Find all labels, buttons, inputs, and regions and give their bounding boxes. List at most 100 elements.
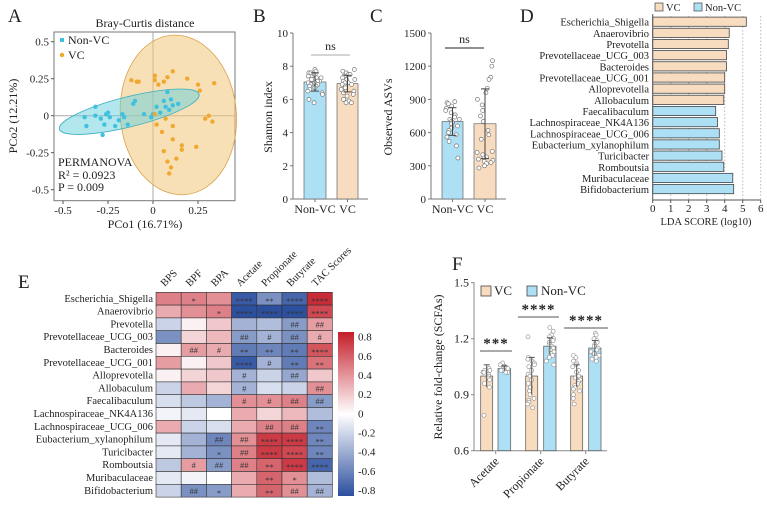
significance-mark: * xyxy=(217,488,221,498)
data-point xyxy=(347,72,353,77)
x-tick-label: 6 xyxy=(758,203,764,215)
panel-label-b: B xyxy=(253,6,266,27)
vc-point xyxy=(161,79,166,84)
permanova-r2: R² = 0.0923 xyxy=(58,168,115,182)
row-label: Bacteroides xyxy=(103,345,153,356)
significance-mark: ## xyxy=(290,486,299,496)
data-point xyxy=(483,90,489,96)
significance-mark: ## xyxy=(265,422,274,432)
y-tick-label: 10 xyxy=(277,28,289,40)
significance-mark: # xyxy=(267,332,272,342)
non-vc-point xyxy=(82,114,87,120)
significance-mark: ## xyxy=(290,332,299,342)
x-tick-label: VC xyxy=(339,202,356,216)
lda-bar xyxy=(652,139,720,150)
data-point xyxy=(478,136,484,142)
significance-mark: ** xyxy=(265,488,274,498)
row-label: Muribaculaceae xyxy=(86,473,153,484)
colorbar-tick-label: -0.4 xyxy=(358,447,376,459)
data-point xyxy=(350,92,356,97)
colorbar xyxy=(338,332,354,496)
significance-mark: * xyxy=(292,475,296,485)
significance-mark: # xyxy=(242,383,247,393)
data-point xyxy=(474,150,480,155)
chart-title: Bray-Curtis distance xyxy=(96,16,195,30)
vc-point xyxy=(170,69,175,74)
taxon-label: Romboutsia xyxy=(598,163,649,174)
heatmap-cell xyxy=(206,291,232,306)
data-point xyxy=(593,332,599,338)
data-point xyxy=(320,92,325,97)
data-point xyxy=(550,338,556,343)
data-point xyxy=(478,113,483,119)
data-point xyxy=(525,356,531,362)
significance-mark: ## xyxy=(290,319,299,329)
data-point xyxy=(481,369,487,375)
heatmap-cell xyxy=(180,330,207,344)
taxon-label: Prevotellaceae_UCG_001 xyxy=(539,74,649,85)
significance-mark: ## xyxy=(290,396,299,406)
significance-label: **** xyxy=(569,313,603,329)
vc-point xyxy=(210,119,215,124)
row-label: Escherichia_Shigella xyxy=(64,294,153,305)
heatmap-cell xyxy=(180,419,207,434)
lda-bar xyxy=(652,161,725,172)
data-point xyxy=(571,401,577,407)
taxon-label: Prevotella xyxy=(606,40,649,51)
significance-label: ns xyxy=(459,32,470,46)
data-point xyxy=(488,160,494,165)
legend-label-vc: VC xyxy=(666,3,681,14)
lda-bar-chart: Escherichia_ShigellaAnaerovibrioPrevotel… xyxy=(529,2,764,228)
vc-point xyxy=(152,73,157,78)
vc-point xyxy=(159,129,165,135)
significance-mark: ** xyxy=(290,347,299,357)
significance-mark: **** xyxy=(311,309,328,319)
heatmap-cell xyxy=(206,407,232,421)
taxon-label: Faecalibaculum xyxy=(583,107,649,118)
data-point xyxy=(547,325,553,330)
significance-mark: ## xyxy=(190,486,199,496)
vc-point xyxy=(129,77,134,83)
column-label: BPF xyxy=(184,268,205,289)
significance-mark: # xyxy=(267,396,272,406)
heatmap-cell xyxy=(256,368,283,383)
row-label: Prevotellaceae_UCG_003 xyxy=(43,332,153,343)
heatmap-cell xyxy=(155,445,182,459)
data-point xyxy=(455,155,461,161)
data-point xyxy=(351,67,357,72)
heatmap-cell xyxy=(180,471,207,485)
data-point xyxy=(593,355,599,360)
heatmap-cell xyxy=(155,343,182,357)
significance-mark: ** xyxy=(240,347,249,357)
data-point xyxy=(484,85,490,91)
significance-mark: * xyxy=(217,309,221,319)
legend-label-non-vc: Non-VC xyxy=(705,3,741,14)
significance-mark: ## xyxy=(190,345,199,355)
non-vc-point xyxy=(161,98,166,104)
non-vc-point xyxy=(113,123,118,129)
y-tick-label: 8 xyxy=(283,61,289,73)
data-point xyxy=(352,77,358,82)
data-point xyxy=(481,412,487,418)
heatmap-cell xyxy=(155,483,182,498)
significance-mark: **** xyxy=(286,296,303,306)
significance-label: **** xyxy=(522,302,556,318)
significance-mark: ** xyxy=(316,437,325,447)
data-point xyxy=(456,116,462,122)
data-point xyxy=(525,401,531,407)
heatmap-cell xyxy=(180,381,207,395)
panel-label-c: C xyxy=(370,6,383,27)
heatmap-cell xyxy=(155,368,182,383)
vc-point xyxy=(156,82,161,87)
non-vc-point xyxy=(116,117,122,123)
heatmap-cell xyxy=(155,355,182,370)
x-tick-label: Non-VC xyxy=(294,202,335,216)
significance-label: ns xyxy=(325,39,336,53)
vc-point xyxy=(163,116,168,121)
significance-mark: # xyxy=(242,396,247,406)
data-point xyxy=(306,97,312,102)
heatmap-cell xyxy=(180,368,207,383)
significance-mark: ## xyxy=(240,435,249,445)
data-point xyxy=(480,108,486,113)
